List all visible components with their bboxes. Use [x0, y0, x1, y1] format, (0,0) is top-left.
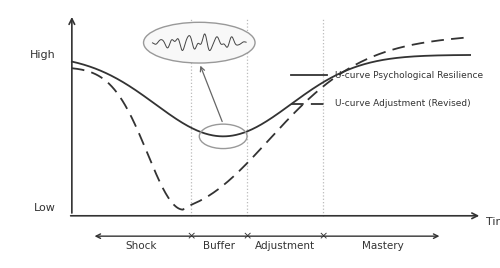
Text: ×: ×: [186, 231, 196, 241]
Text: Mastery: Mastery: [362, 241, 404, 251]
Text: ×: ×: [242, 231, 252, 241]
Text: U-curve Adjustment (Revised): U-curve Adjustment (Revised): [334, 99, 470, 108]
Text: Time: Time: [486, 217, 500, 227]
Text: U-curve Psychological Resilience: U-curve Psychological Resilience: [334, 71, 483, 80]
Text: Buffer: Buffer: [203, 241, 235, 251]
Text: ×: ×: [318, 231, 328, 241]
Text: High: High: [30, 50, 56, 60]
Text: Low: Low: [34, 203, 56, 213]
Ellipse shape: [144, 22, 255, 63]
Text: Shock: Shock: [126, 241, 158, 251]
Text: Adjustment: Adjustment: [255, 241, 315, 251]
